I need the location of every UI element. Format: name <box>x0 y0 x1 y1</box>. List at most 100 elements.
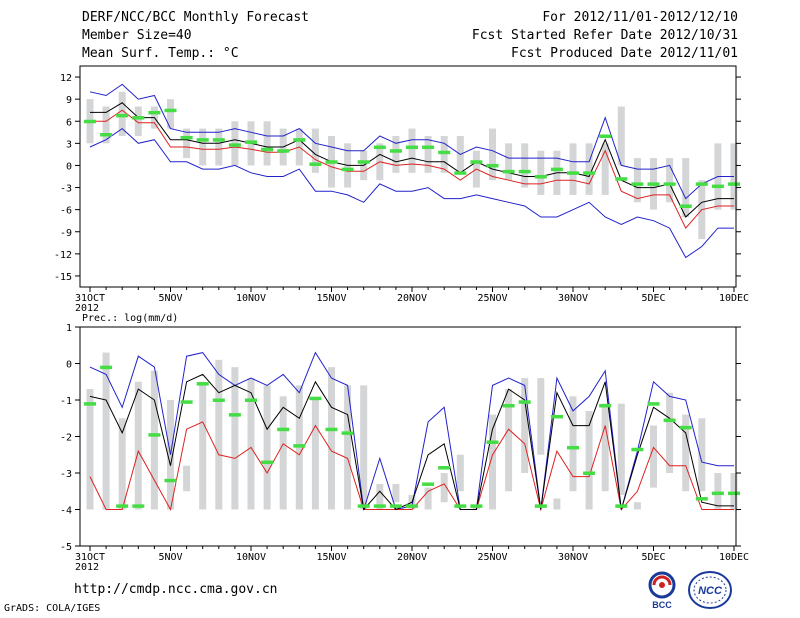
median-marker <box>550 414 563 419</box>
spread-box <box>601 403 609 492</box>
upper-line <box>89 83 734 200</box>
y-tick-label: -6 <box>60 206 72 217</box>
spread-box <box>537 150 545 195</box>
median-marker <box>357 160 370 164</box>
median-marker <box>631 447 644 452</box>
median-marker <box>148 433 161 437</box>
median-marker <box>180 135 193 140</box>
spread-box <box>183 465 191 492</box>
median-marker <box>534 175 547 179</box>
x-tick-label: 10DEC <box>719 552 749 563</box>
member-size: Member Size=40 <box>82 28 192 43</box>
spread-box <box>311 128 319 173</box>
median-marker <box>599 403 612 408</box>
y-tick-label: -1 <box>60 396 72 407</box>
median-marker <box>470 504 483 508</box>
median-marker <box>583 471 596 475</box>
median-marker <box>406 145 418 150</box>
spread-box <box>263 385 271 510</box>
spread-box <box>424 135 432 173</box>
panel-title: Prec.: log(mm/d) <box>82 313 178 324</box>
spread-box <box>440 473 448 503</box>
x-tick-label: 30NOV <box>558 293 588 304</box>
spread-box <box>521 378 529 473</box>
median-marker <box>341 431 354 435</box>
median-marker <box>309 396 322 401</box>
median-marker <box>567 171 579 175</box>
ncc-logo-text: NCC <box>698 585 723 597</box>
median-marker <box>518 400 531 404</box>
median-marker <box>373 145 386 150</box>
median-marker <box>373 504 386 508</box>
spread-box <box>215 359 223 510</box>
median-marker <box>663 182 676 186</box>
spread-box <box>489 414 496 510</box>
spread-box <box>617 403 625 495</box>
y-tick-label: 0 <box>66 161 72 172</box>
median-marker <box>583 171 596 175</box>
spread-box <box>279 396 287 510</box>
y-tick-label: 0 <box>66 360 72 371</box>
x-tick-label: 15NOV <box>316 293 346 304</box>
spread-box <box>617 106 625 166</box>
median-marker <box>389 149 402 153</box>
y-tick-label: -12 <box>54 250 72 261</box>
median-marker <box>228 143 241 147</box>
median-marker <box>438 466 451 470</box>
spread-box <box>650 425 657 488</box>
y-tick-label: 9 <box>66 95 72 106</box>
median-marker <box>228 413 241 417</box>
median-marker <box>647 402 660 406</box>
plot-frame <box>79 326 737 547</box>
forecast-period: For 2012/11/01-2012/12/10 <box>542 10 738 25</box>
spread-box <box>666 158 674 203</box>
spread-box <box>537 378 545 455</box>
spread-box <box>714 473 722 510</box>
refer-date: Fcst Started Refer Date 2012/10/31 <box>471 28 738 43</box>
y-tick-label: 1 <box>66 323 72 334</box>
spread-box <box>424 487 432 510</box>
x-tick-label: 20NOV <box>397 552 427 563</box>
y-tick-label: 6 <box>66 117 72 128</box>
spread-box <box>150 370 158 510</box>
median-marker <box>132 116 145 120</box>
median-marker <box>116 113 129 118</box>
spread-box <box>215 128 223 166</box>
plot-frame <box>79 65 737 288</box>
spread-box <box>633 502 641 510</box>
y-tick-label: -15 <box>54 272 72 283</box>
x-tick-label: 31OCT <box>75 552 105 563</box>
median-marker <box>293 138 306 142</box>
spread-box <box>231 367 239 510</box>
median-marker <box>679 425 692 430</box>
median-marker <box>100 133 113 137</box>
median-marker <box>454 504 467 508</box>
spread-box <box>585 143 593 195</box>
x-tick-label: 5DEC <box>641 293 665 304</box>
median-marker <box>615 504 628 508</box>
spread-box <box>134 381 142 510</box>
year-label: 2012 <box>75 562 99 573</box>
mean-line <box>89 373 734 511</box>
median-marker <box>212 138 225 142</box>
y-tick-label: -3 <box>60 469 72 480</box>
median-marker <box>711 491 724 496</box>
spread-box <box>392 483 400 503</box>
spread-box <box>86 389 94 510</box>
x-tick-label: 30NOV <box>558 552 588 563</box>
median-marker <box>389 504 402 508</box>
spread-box <box>134 106 142 136</box>
spread-box <box>585 410 593 510</box>
median-marker <box>164 108 177 113</box>
spread-box <box>569 396 577 492</box>
spread-box <box>730 473 738 510</box>
spread-box <box>505 143 513 181</box>
chart-title: DERF/NCC/BCC Monthly Forecast <box>82 10 309 25</box>
median-marker <box>695 182 708 186</box>
footer-url[interactable]: http://cmdp.ncc.cma.gov.cn <box>74 582 278 597</box>
median-marker <box>502 403 515 408</box>
bcc-logo-text: BCC <box>652 600 672 610</box>
